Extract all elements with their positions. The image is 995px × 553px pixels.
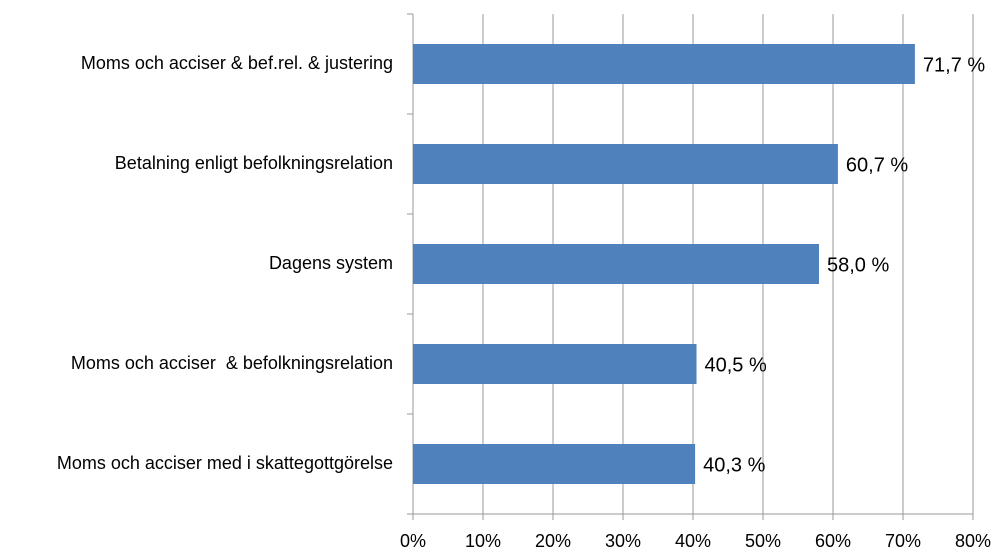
x-tick-label: 60% (815, 531, 851, 551)
bar (413, 344, 697, 384)
bar (413, 244, 819, 284)
x-tick-label: 40% (675, 531, 711, 551)
y-tick-label: Moms och acciser & befolkningsrelation (71, 353, 393, 373)
value-label: 60,7 % (846, 154, 908, 176)
x-tick-label: 80% (955, 531, 991, 551)
bar (413, 44, 915, 84)
value-label: 40,5 % (705, 354, 767, 376)
x-tick-label: 70% (885, 531, 921, 551)
value-label: 71,7 % (923, 54, 985, 76)
x-tick-label: 0% (400, 531, 426, 551)
x-tick-label: 30% (605, 531, 641, 551)
value-label: 58,0 % (827, 254, 889, 276)
y-tick-label: Dagens system (269, 253, 393, 273)
value-label: 40,3 % (703, 454, 765, 476)
y-tick-label: Moms och acciser & bef.rel. & justering (81, 53, 393, 73)
y-tick-label: Moms och acciser med i skattegottgörelse (57, 453, 393, 473)
bar (413, 444, 696, 484)
y-tick-label: Betalning enligt befolkningsrelation (115, 153, 393, 173)
bar (413, 144, 838, 184)
x-tick-label: 20% (535, 531, 571, 551)
x-tick-label: 10% (465, 531, 501, 551)
x-tick-label: 50% (745, 531, 781, 551)
